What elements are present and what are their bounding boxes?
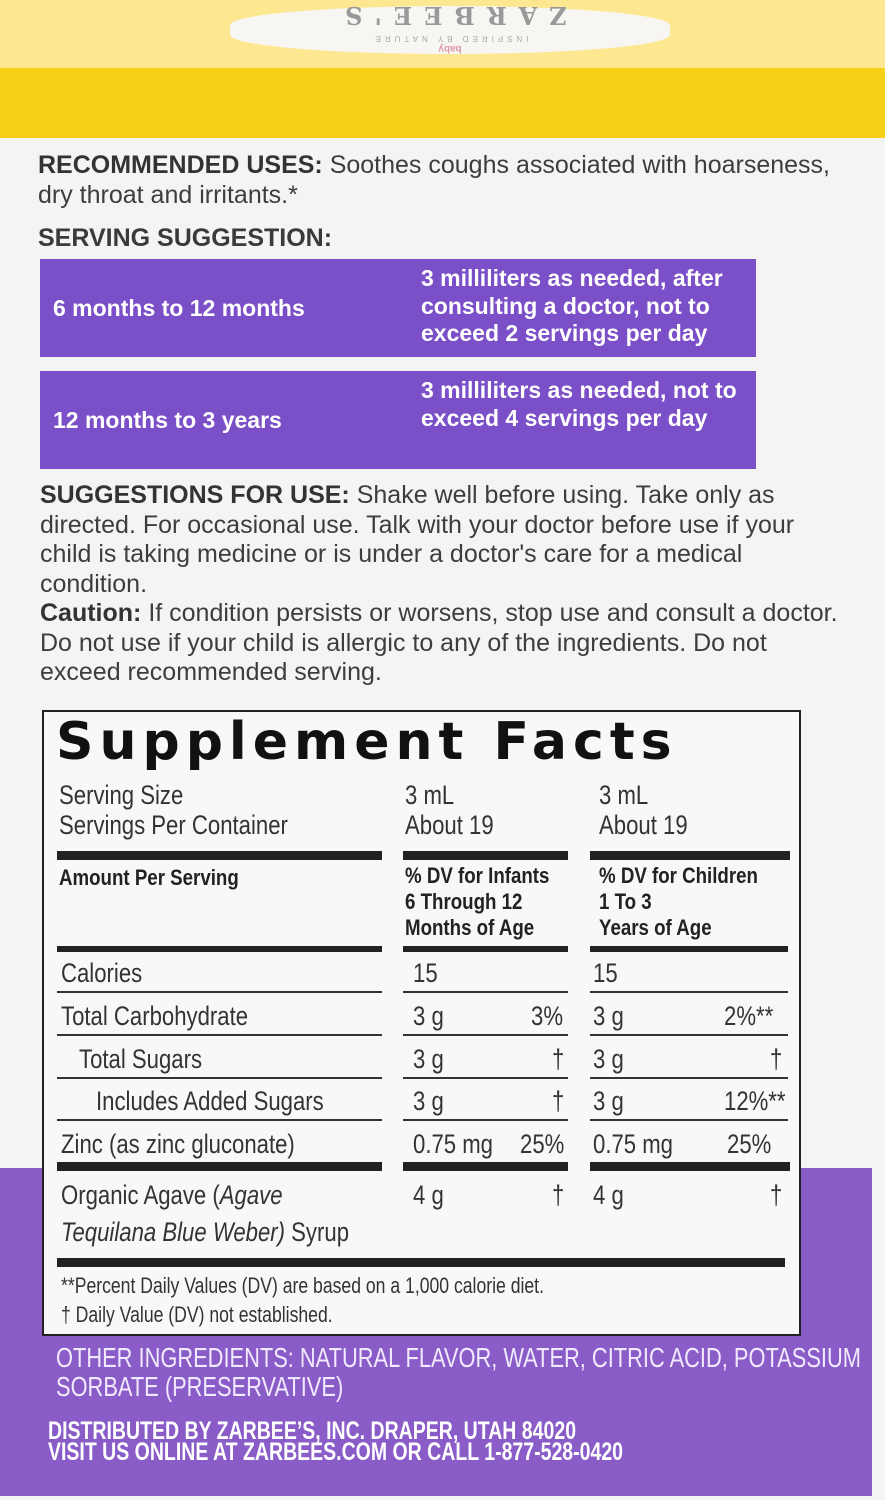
divider bbox=[57, 946, 382, 952]
agave-name: Organic Agave (Agave bbox=[61, 1180, 283, 1210]
divider bbox=[403, 946, 568, 952]
infant-serving-size: 3 mL bbox=[405, 780, 455, 810]
uses-text: Soothes coughs associated with hoarsenes… bbox=[38, 151, 831, 209]
agave-name-cont: Tequilana Blue Weber) Syrup bbox=[61, 1217, 350, 1247]
infant-amount: 0.75 mg bbox=[413, 1129, 494, 1159]
servings-label: Servings Per Container bbox=[59, 810, 288, 840]
footnote-dv: **Percent Daily Values (DV) are based on… bbox=[61, 1273, 544, 1298]
serving-size-label: Serving Size bbox=[59, 780, 184, 810]
nutrient-name: Total Carbohydrate bbox=[61, 1001, 249, 1031]
row-divider bbox=[403, 1077, 568, 1079]
serving-row: 12 months to 3 years 3 milliliters as ne… bbox=[40, 371, 756, 469]
divider bbox=[590, 946, 788, 952]
suggestions-text: Shake well before using. Take only as di… bbox=[40, 481, 795, 598]
recommended-uses: RECOMMENDED USES: Soothes coughs associa… bbox=[38, 151, 838, 210]
infant-dv: 3% bbox=[531, 1001, 564, 1031]
caution-text: If condition persists or worsens, stop u… bbox=[40, 599, 838, 686]
serving-amount: 3 milliliters as needed, after consultin… bbox=[421, 265, 723, 346]
infant-amount: 3 g bbox=[413, 1086, 444, 1116]
divider bbox=[403, 851, 568, 860]
infant-servings: About 19 bbox=[405, 810, 494, 840]
child-dv: 25% bbox=[727, 1129, 772, 1159]
infant-amount: 3 g bbox=[413, 1044, 444, 1074]
row-divider bbox=[590, 1119, 788, 1121]
row-divider bbox=[403, 1119, 568, 1121]
infant-amount: 15 bbox=[413, 958, 438, 988]
footnote-dagger: † Daily Value (DV) not established. bbox=[61, 1302, 333, 1327]
nutrient-name: Includes Added Sugars bbox=[96, 1086, 324, 1116]
infant-dv: 25% bbox=[520, 1129, 565, 1159]
logo-tagline: INSPIRED BY NATURE bbox=[371, 34, 529, 43]
agave-child-amount: 4 g bbox=[593, 1180, 624, 1210]
nutrient-name: Total Sugars bbox=[79, 1044, 203, 1074]
infant-dv: † bbox=[552, 1086, 565, 1116]
row-divider bbox=[590, 991, 788, 993]
agave-infant-dv: † bbox=[552, 1180, 565, 1210]
infant-header: % DV for Infants 6 Through 12 Months of Ag… bbox=[405, 863, 550, 940]
serving-amount: 3 milliliters as needed, not to exceed 4… bbox=[421, 377, 737, 431]
child-serving-size: 3 mL bbox=[599, 780, 649, 810]
row-divider bbox=[57, 1119, 382, 1121]
supplement-facts-panel: Supplement Facts Serving Size Servings P… bbox=[42, 710, 801, 1336]
divider bbox=[57, 1162, 382, 1171]
child-header: % DV for Children 1 To 3 Years of Age bbox=[599, 863, 758, 940]
infant-dv: † bbox=[552, 1044, 565, 1074]
child-amount: 3 g bbox=[593, 1001, 624, 1031]
facts-title: Supplement Facts bbox=[56, 712, 678, 772]
logo-baby: baby bbox=[438, 43, 462, 54]
agave-child-dv: † bbox=[770, 1180, 783, 1210]
caution-label: Caution: bbox=[40, 599, 142, 627]
child-dv: 12%** bbox=[724, 1086, 786, 1116]
child-amount: 0.75 mg bbox=[593, 1129, 674, 1159]
child-servings: About 19 bbox=[599, 810, 688, 840]
serving-age: 6 months to 12 months bbox=[53, 294, 305, 321]
infant-amount: 3 g bbox=[413, 1001, 444, 1031]
child-dv: † bbox=[770, 1044, 783, 1074]
row-divider bbox=[590, 1077, 788, 1079]
uses-label: RECOMMENDED USES: bbox=[38, 151, 323, 179]
serving-row: 6 months to 12 months 3 milliliters as n… bbox=[40, 259, 756, 357]
child-amount: 3 g bbox=[593, 1044, 624, 1074]
divider bbox=[403, 1162, 568, 1171]
child-amount: 15 bbox=[593, 958, 618, 988]
other-ingredients: OTHER INGREDIENTS: NATURAL FLAVOR, WATER… bbox=[56, 1342, 861, 1402]
logo-text: ZARBEE'S bbox=[333, 1, 567, 30]
serving-title: SERVING SUGGESTION: bbox=[38, 224, 333, 252]
brand-logo: baby INSPIRED BY NATURE ZARBEE'S bbox=[230, 1, 670, 54]
distributor-info: DISTRIBUTED BY ZARBEE’S, INC. DRAPER, UT… bbox=[48, 1417, 624, 1466]
row-divider bbox=[590, 1034, 788, 1036]
row-divider bbox=[57, 1077, 382, 1079]
divider bbox=[57, 1258, 785, 1267]
amount-header: Amount Per Serving bbox=[59, 865, 239, 890]
agave-infant-amount: 4 g bbox=[413, 1180, 444, 1210]
divider bbox=[590, 851, 790, 860]
serving-age: 12 months to 3 years bbox=[53, 406, 282, 433]
suggestions-label: SUGGESTIONS FOR USE: bbox=[40, 481, 350, 509]
nutrient-name: Zinc (as zinc gluconate) bbox=[61, 1129, 295, 1159]
child-dv: 2%** bbox=[724, 1001, 774, 1031]
yellow-band bbox=[0, 68, 885, 138]
row-divider bbox=[57, 1034, 382, 1036]
divider bbox=[57, 851, 382, 860]
suggestions-for-use: SUGGESTIONS FOR USE: Shake well before u… bbox=[40, 481, 840, 688]
child-amount: 3 g bbox=[593, 1086, 624, 1116]
row-divider bbox=[403, 991, 568, 993]
divider bbox=[590, 1162, 790, 1171]
nutrient-name: Calories bbox=[61, 958, 143, 988]
row-divider bbox=[403, 1034, 568, 1036]
row-divider bbox=[57, 991, 382, 993]
